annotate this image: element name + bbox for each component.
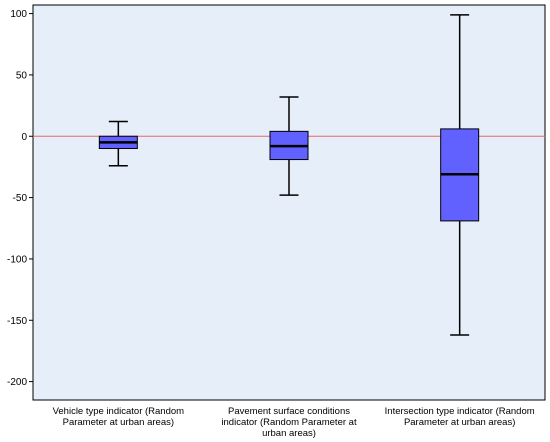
- y-tick-label: 50: [16, 70, 28, 81]
- category-label-pavement-surface: Pavement surface conditions indicator (R…: [221, 406, 357, 439]
- box-2: [269, 96, 309, 196]
- y-axis: 100 50 0 -50 -100 -150 -200: [7, 9, 33, 388]
- y-tick-label: -200: [7, 377, 27, 388]
- box-series: [98, 14, 480, 336]
- category-label-vehicle-type: Vehicle type indicator (Random Parameter…: [52, 406, 185, 428]
- y-tick-label: 0: [21, 132, 27, 143]
- y-tick-label: -100: [7, 254, 27, 265]
- box-3: [440, 14, 480, 336]
- y-tick-label: 100: [10, 9, 27, 20]
- box-1: [98, 120, 138, 167]
- y-tick-label: -150: [7, 316, 27, 327]
- category-label-intersection-type: Intersection type indicator (Random Para…: [384, 406, 535, 428]
- y-tick-label: -50: [13, 193, 28, 204]
